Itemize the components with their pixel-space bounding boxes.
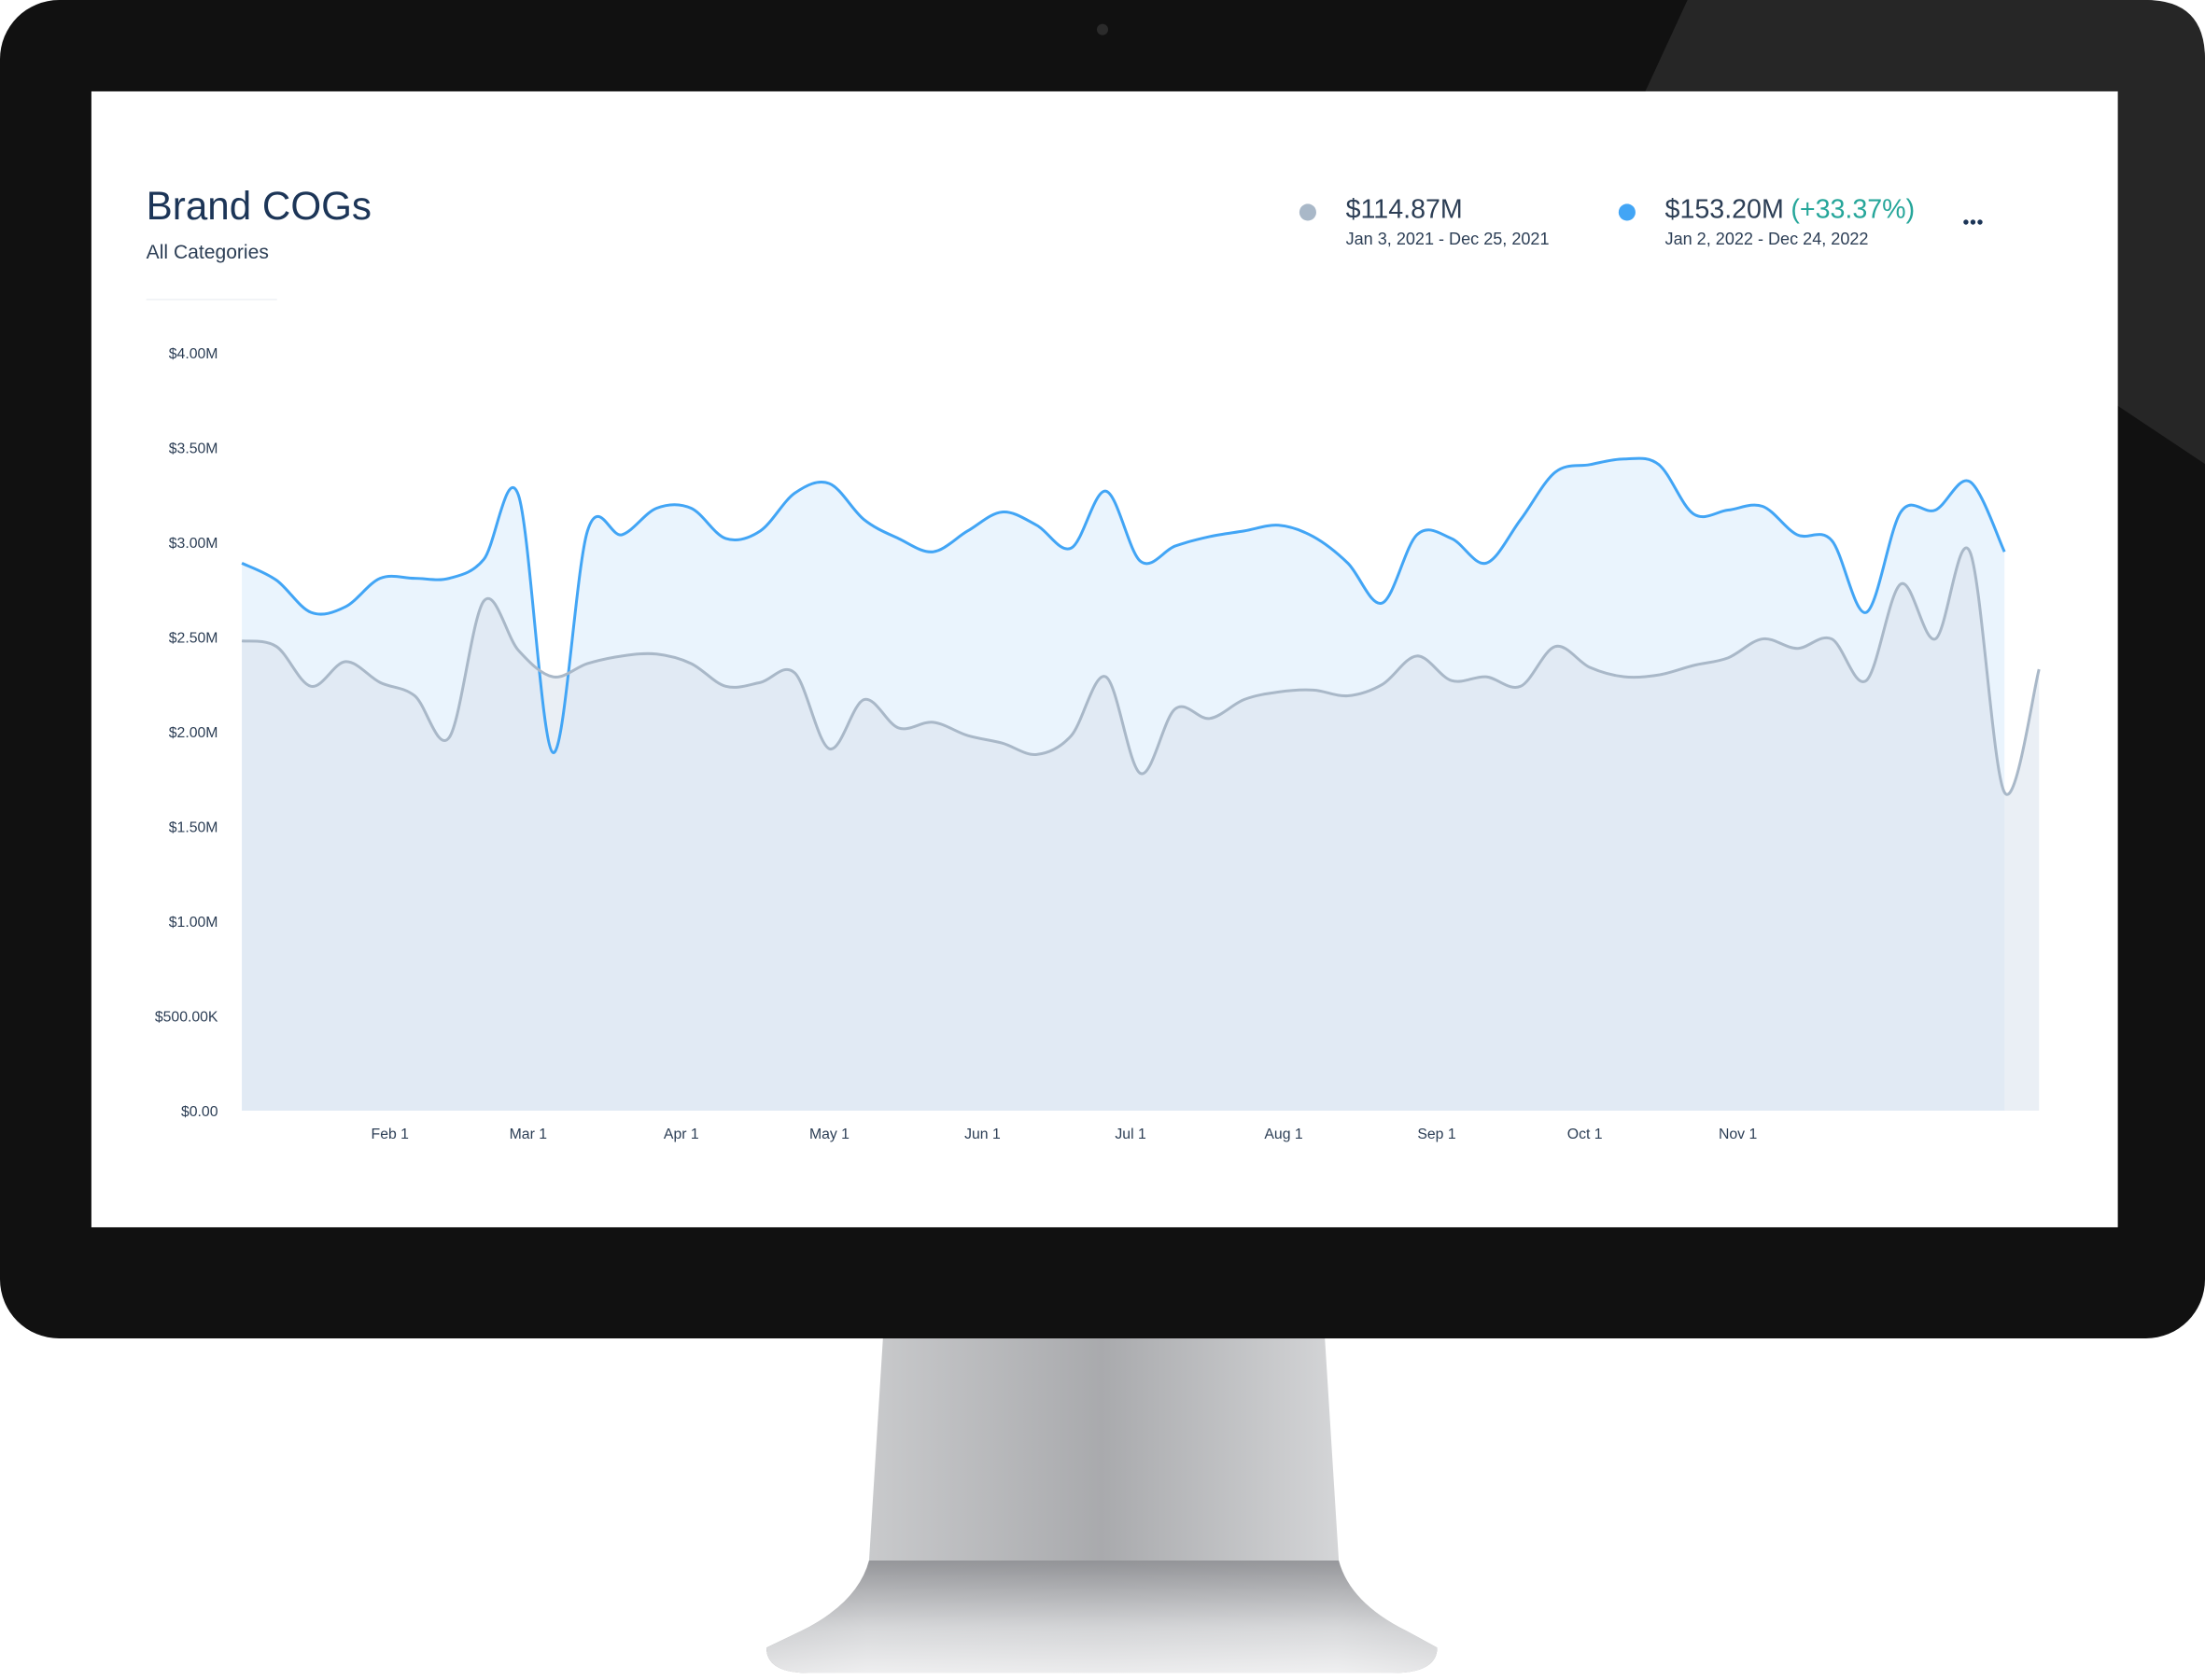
- y-tick-label: $2.00M: [169, 725, 218, 741]
- y-tick-label: $3.00M: [169, 536, 218, 552]
- y-tick-label: $1.00M: [169, 915, 218, 931]
- legend-marker: [1299, 203, 1316, 221]
- x-tick-label: May 1: [809, 1127, 850, 1142]
- y-tick-label: $0.00: [181, 1104, 218, 1120]
- legend-marker: [1618, 203, 1636, 221]
- chart-title: Brand COGs: [147, 184, 372, 228]
- x-tick-label: Oct 1: [1567, 1127, 1603, 1142]
- chart-subtitle: All Categories: [147, 242, 269, 263]
- legend-range: Jan 2, 2022 - Dec 24, 2022: [1665, 230, 1869, 248]
- y-tick-label: $3.50M: [169, 441, 218, 457]
- stand-foot: [765, 1560, 1438, 1673]
- x-tick-label: Sep 1: [1417, 1127, 1455, 1142]
- menu-dot[interactable]: [1963, 219, 1969, 225]
- y-tick-label: $1.50M: [169, 820, 218, 836]
- y-tick-label: $500.00K: [155, 1009, 218, 1025]
- legend-change: (+33.37%): [1791, 194, 1915, 224]
- x-tick-label: Jun 1: [964, 1127, 1001, 1142]
- x-tick-label: Mar 1: [510, 1127, 548, 1142]
- x-tick-label: Jul 1: [1115, 1127, 1146, 1142]
- camera: [1096, 23, 1109, 35]
- x-tick-label: Feb 1: [372, 1127, 410, 1142]
- area: [242, 547, 2040, 1111]
- x-tick-label: Apr 1: [664, 1127, 699, 1142]
- legend-range: Jan 3, 2021 - Dec 25, 2021: [1346, 230, 1550, 248]
- y-tick-label: $2.50M: [169, 631, 218, 647]
- chart-card: Brand COGs All Categories $0.00 $500.00K $…: [146, 184, 2041, 1142]
- menu-dot[interactable]: [1970, 219, 1976, 225]
- line: [241, 456, 2006, 754]
- line: [241, 546, 2041, 796]
- menu-dot[interactable]: [1977, 219, 1983, 225]
- x-tick-label: Aug 1: [1264, 1127, 1302, 1142]
- more-menu[interactable]: [1963, 219, 1983, 225]
- legend-total: $114.87M: [1346, 194, 1463, 224]
- x-tick-label: Nov 1: [1719, 1127, 1757, 1142]
- legend-total: $153.20M: [1665, 194, 1784, 224]
- y-tick-label: $4.00M: [169, 346, 218, 362]
